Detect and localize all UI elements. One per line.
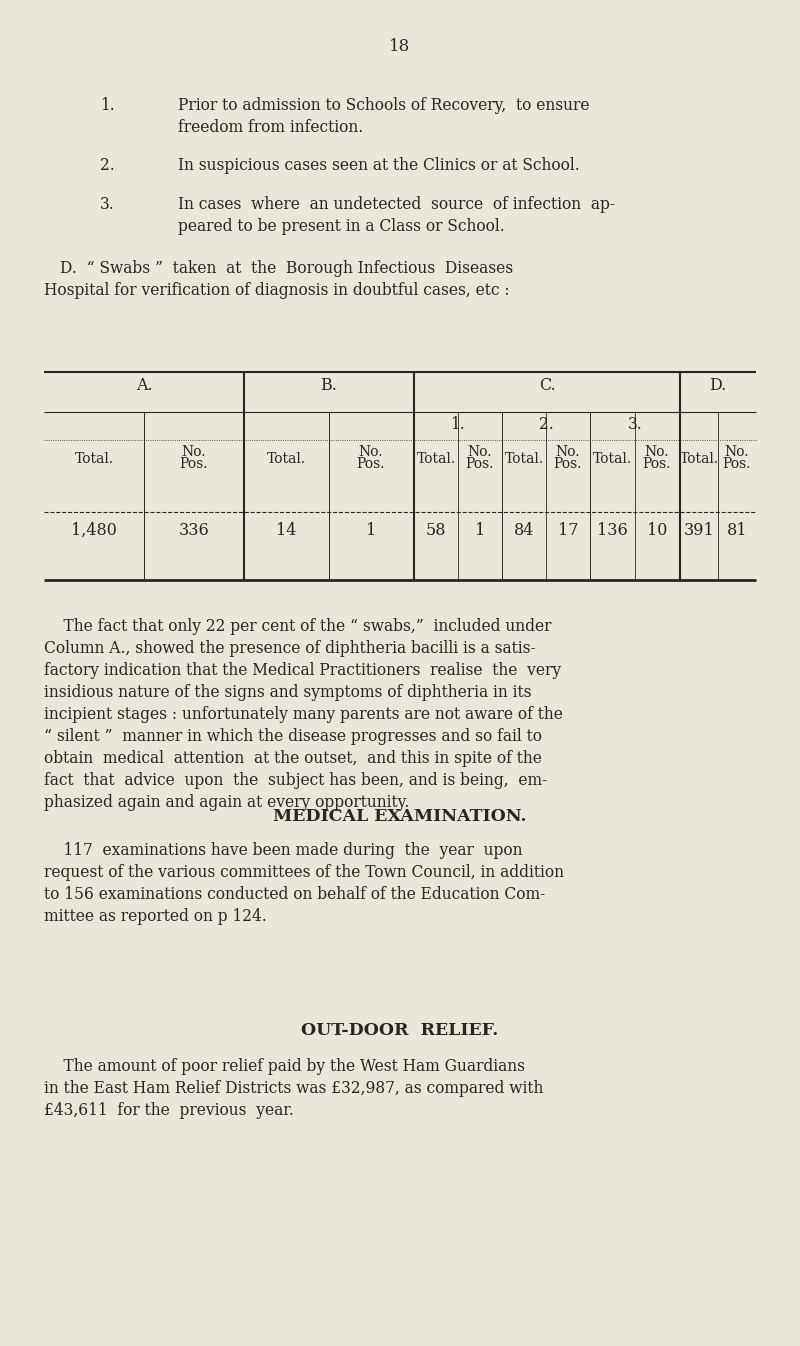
- Text: Pos.: Pos.: [466, 458, 494, 471]
- Text: 136: 136: [597, 522, 627, 538]
- Text: No.: No.: [556, 446, 580, 459]
- Text: Total.: Total.: [74, 452, 114, 466]
- Text: Total.: Total.: [593, 452, 631, 466]
- Text: 1.: 1.: [450, 416, 466, 433]
- Text: Pos.: Pos.: [642, 458, 671, 471]
- Text: 10: 10: [647, 522, 667, 538]
- Text: to 156 examinations conducted on behalf of the Education Com-: to 156 examinations conducted on behalf …: [44, 886, 546, 903]
- Text: The fact that only 22 per cent of the “ swabs,”  included under: The fact that only 22 per cent of the “ …: [44, 618, 551, 635]
- Text: D.: D.: [710, 377, 726, 394]
- Text: C.: C.: [538, 377, 555, 394]
- Text: phasized again and again at every opportunity.: phasized again and again at every opport…: [44, 794, 410, 812]
- Text: request of the various committees of the Town Council, in addition: request of the various committees of the…: [44, 864, 564, 882]
- Text: obtain  medical  attention  at the outset,  and this in spite of the: obtain medical attention at the outset, …: [44, 750, 542, 767]
- Text: incipient stages : unfortunately many parents are not aware of the: incipient stages : unfortunately many pa…: [44, 707, 563, 723]
- Text: freedom from infection.: freedom from infection.: [178, 118, 363, 136]
- Text: 1: 1: [475, 522, 485, 538]
- Text: 117  examinations have been made during  the  year  upon: 117 examinations have been made during t…: [44, 843, 522, 859]
- Text: 3.: 3.: [628, 416, 642, 433]
- Text: 84: 84: [514, 522, 534, 538]
- Text: 2.: 2.: [100, 157, 114, 174]
- Text: 2.: 2.: [538, 416, 554, 433]
- Text: Column A., showed the presence of diphtheria bacilli is a satis-: Column A., showed the presence of diphth…: [44, 639, 536, 657]
- Text: peared to be present in a Class or School.: peared to be present in a Class or Schoo…: [178, 218, 505, 236]
- Text: Pos.: Pos.: [554, 458, 582, 471]
- Text: Pos.: Pos.: [722, 458, 751, 471]
- Text: A.: A.: [136, 377, 152, 394]
- Text: factory indication that the Medical Practitioners  realise  the  very: factory indication that the Medical Prac…: [44, 662, 561, 678]
- Text: Total.: Total.: [505, 452, 543, 466]
- Text: 1,480: 1,480: [71, 522, 117, 538]
- Text: 17: 17: [558, 522, 578, 538]
- Text: B.: B.: [321, 377, 338, 394]
- Text: 1.: 1.: [100, 97, 114, 114]
- Text: D.  “ Swabs ”  taken  at  the  Borough Infectious  Diseases: D. “ Swabs ” taken at the Borough Infect…: [60, 260, 513, 277]
- Text: Pos.: Pos.: [180, 458, 208, 471]
- Text: Total.: Total.: [679, 452, 718, 466]
- Text: No.: No.: [468, 446, 492, 459]
- Text: £43,611  for the  previous  year.: £43,611 for the previous year.: [44, 1102, 294, 1119]
- Text: OUT-DOOR  RELIEF.: OUT-DOOR RELIEF.: [302, 1022, 498, 1039]
- Text: 18: 18: [390, 38, 410, 55]
- Text: 391: 391: [684, 522, 714, 538]
- Text: No.: No.: [645, 446, 670, 459]
- Text: fact  that  advice  upon  the  subject has been, and is being,  em-: fact that advice upon the subject has be…: [44, 773, 547, 789]
- Text: MEDICAL EXAMINATION.: MEDICAL EXAMINATION.: [274, 808, 526, 825]
- Text: Pos.: Pos.: [357, 458, 386, 471]
- Text: No.: No.: [358, 446, 383, 459]
- Text: 3.: 3.: [100, 197, 114, 213]
- Text: 336: 336: [178, 522, 210, 538]
- Text: Total.: Total.: [417, 452, 455, 466]
- Text: In cases  where  an undetected  source  of infection  ap-: In cases where an undetected source of i…: [178, 197, 615, 213]
- Text: 81: 81: [726, 522, 747, 538]
- Text: The amount of poor relief paid by the West Ham Guardians: The amount of poor relief paid by the We…: [44, 1058, 525, 1075]
- Text: 1: 1: [366, 522, 376, 538]
- Text: 58: 58: [426, 522, 446, 538]
- Text: in the East Ham Relief Districts was £32,987, as compared with: in the East Ham Relief Districts was £32…: [44, 1079, 543, 1097]
- Text: No.: No.: [725, 446, 750, 459]
- Text: Hospital for verification of diagnosis in doubtful cases, etc :: Hospital for verification of diagnosis i…: [44, 283, 510, 299]
- Text: Prior to admission to Schools of Recovery,  to ensure: Prior to admission to Schools of Recover…: [178, 97, 590, 114]
- Text: mittee as reported on p 124.: mittee as reported on p 124.: [44, 909, 266, 925]
- Text: Total.: Total.: [266, 452, 306, 466]
- Text: In suspicious cases seen at the Clinics or at School.: In suspicious cases seen at the Clinics …: [178, 157, 580, 174]
- Text: “ silent ”  manner in which the disease progresses and so fail to: “ silent ” manner in which the disease p…: [44, 728, 542, 744]
- Text: No.: No.: [182, 446, 206, 459]
- Text: insidious nature of the signs and symptoms of diphtheria in its: insidious nature of the signs and sympto…: [44, 684, 531, 701]
- Text: 14: 14: [276, 522, 296, 538]
